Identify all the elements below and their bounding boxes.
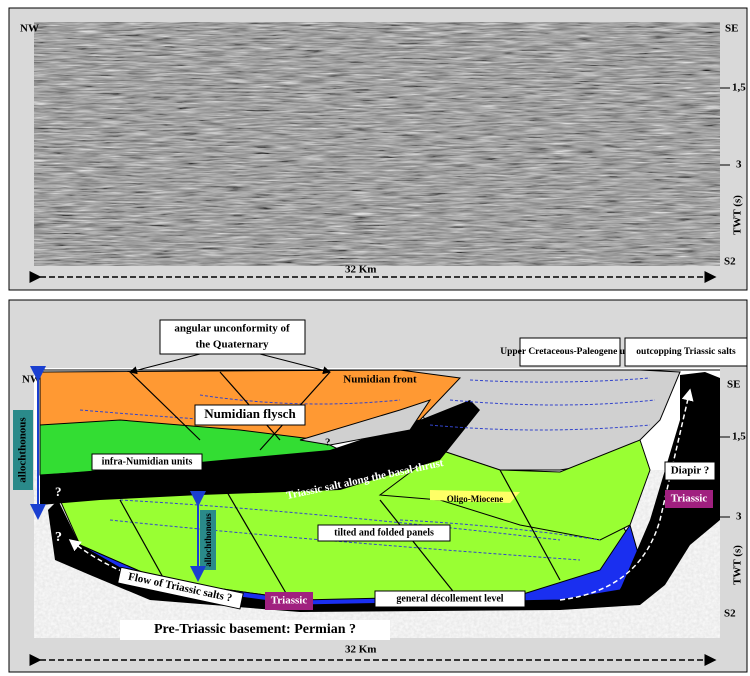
tick-label: 3 [736, 511, 742, 523]
callout: outcopping Triassic salts [636, 347, 736, 357]
unit-label: general décollement level [396, 593, 503, 604]
unit-label: ? [55, 530, 62, 545]
se-label: SE [725, 23, 738, 35]
unit-label: allochthonous [17, 417, 29, 483]
callout: the Quaternary [195, 339, 269, 351]
unit-label: Diapir ? [671, 465, 710, 477]
section-label: S2 [724, 256, 736, 268]
tick-label: 1,5 [732, 431, 746, 443]
scale-label: 32 Km [345, 644, 376, 656]
unit-label: infra-Numidian units [102, 456, 193, 467]
section-label: S2 [724, 608, 736, 620]
unit-label: tilted and folded panels [334, 527, 434, 538]
tick-label: 1,5 [732, 82, 746, 94]
callout: angular unconformity of [174, 323, 290, 335]
unit-label: Oligo-Miocene [447, 494, 503, 504]
figure: NW SE 1,5 3 TWT (s) S2 32 Km angular unc… [0, 0, 750, 676]
unit-label: allochthonous [203, 513, 213, 567]
unit-label: Triassic [271, 595, 308, 607]
unit-label: Pre-Triassic basement: Permian ? [154, 622, 356, 637]
unit-label: Numidian flysch [204, 406, 296, 421]
tick-label: 3 [736, 159, 742, 171]
unit-label: ? [55, 484, 62, 499]
unit-label: Triassic [671, 493, 708, 505]
axis-label: TWT (s) [732, 195, 744, 235]
scale-label: 32 Km [345, 264, 376, 276]
axis-label: TWT (s) [732, 545, 744, 585]
seismic-texture [34, 22, 720, 266]
unit-label: ? [325, 437, 331, 449]
nw-label: NW [20, 23, 39, 35]
callout: Numidian front [343, 374, 417, 386]
se-label: SE [727, 379, 740, 391]
callout: Upper Cretaceous-Paleogene units [500, 347, 640, 357]
